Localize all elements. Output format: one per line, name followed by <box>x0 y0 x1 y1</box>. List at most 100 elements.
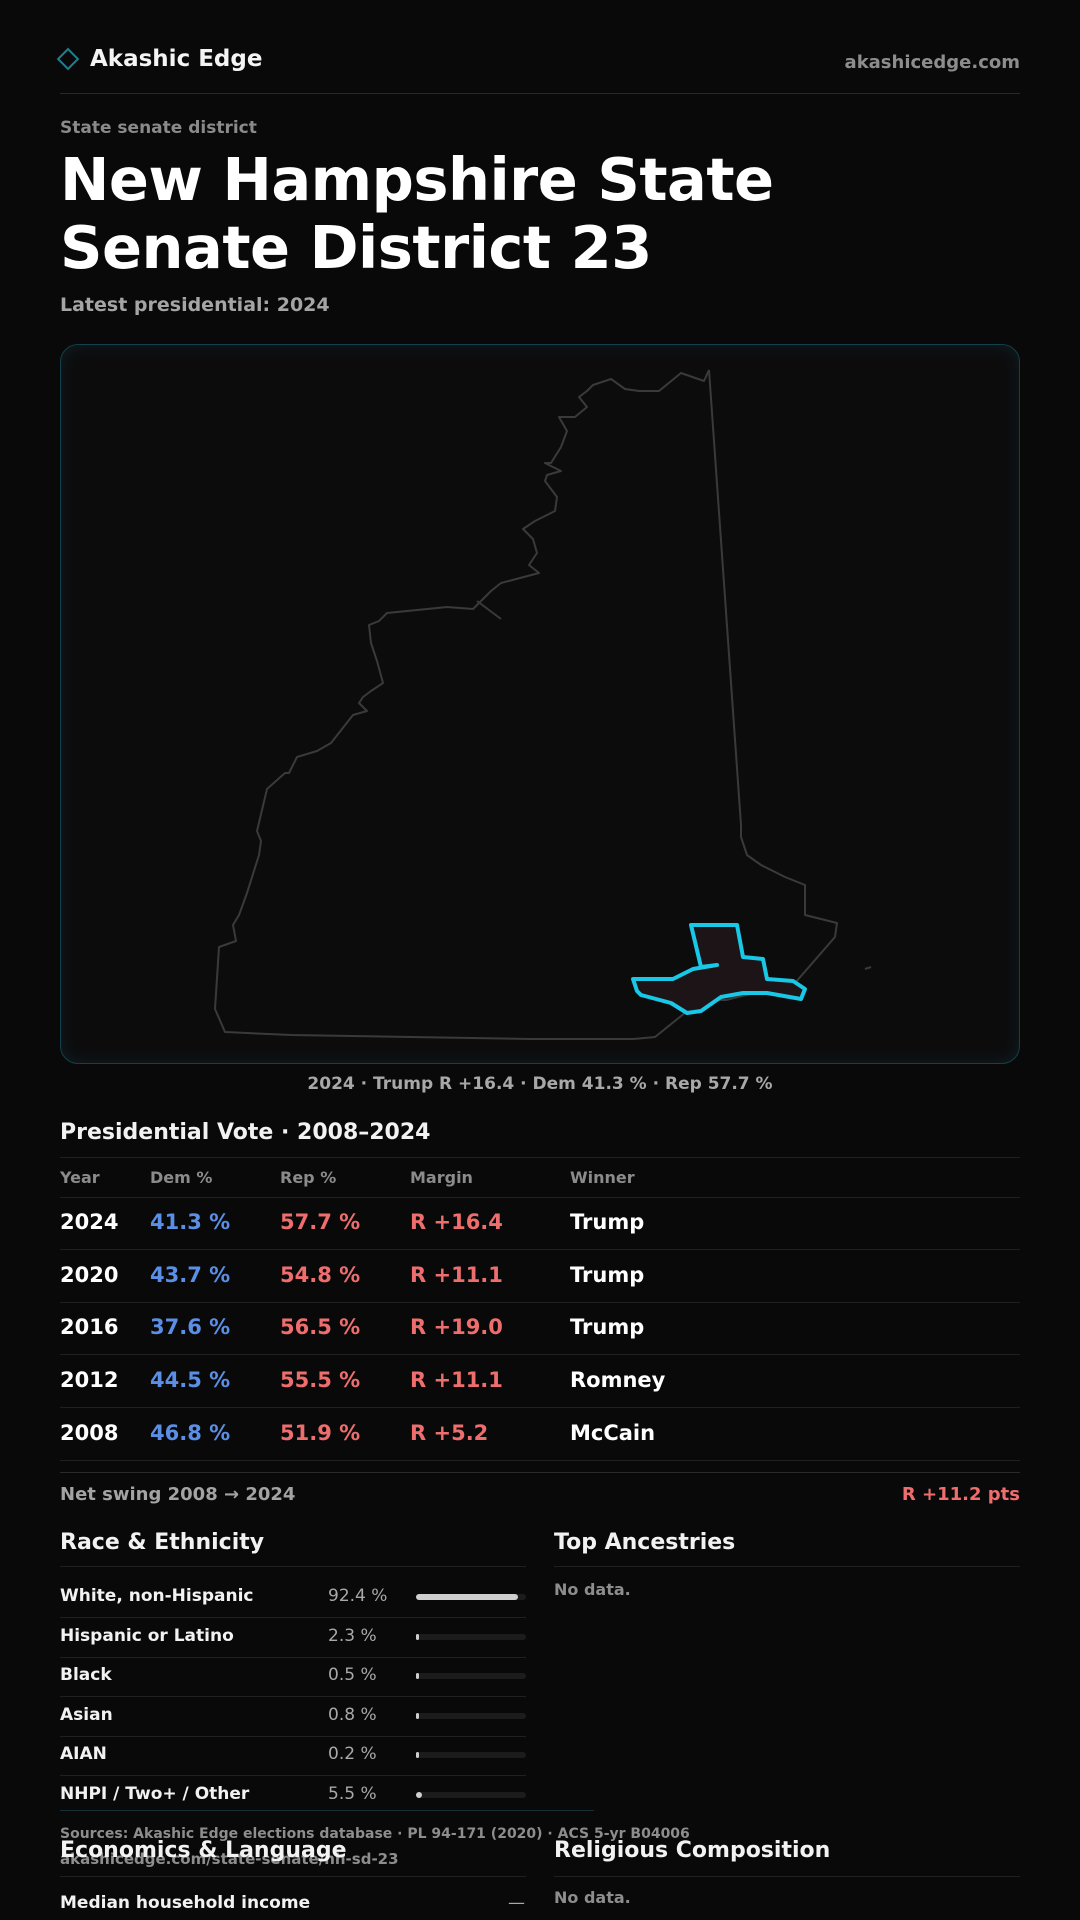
swing-label: Net swing 2008 → 2024 <box>60 1484 296 1505</box>
state-map-svg <box>214 369 872 1040</box>
ancestries-empty: No data. <box>554 1580 631 1599</box>
swing-value: R +11.2 pts <box>901 1484 1020 1505</box>
race-row-value: 5.5 % <box>328 1783 377 1804</box>
divider <box>60 1617 526 1618</box>
divider <box>60 1157 1020 1158</box>
brand-name: Akashic Edge <box>90 46 263 72</box>
row-margin: R +11.1 <box>410 1368 503 1392</box>
diamond-logo-icon <box>56 47 80 71</box>
race-bar-fill <box>416 1673 419 1679</box>
race-bar-track <box>416 1594 526 1600</box>
race-row-label: Asian <box>60 1704 113 1725</box>
brand[interactable]: Akashic Edge <box>56 46 263 72</box>
row-year: 2008 <box>60 1421 119 1445</box>
race-row-label: AIAN <box>60 1744 107 1764</box>
col-rep: Rep % <box>280 1168 337 1187</box>
row-winner: Trump <box>570 1210 645 1234</box>
row-year: 2020 <box>60 1263 119 1287</box>
row-year: 2016 <box>60 1315 119 1339</box>
race-row-label: NHPI / Two+ / Other <box>60 1783 250 1804</box>
divider <box>60 1249 1020 1250</box>
divider <box>60 1775 526 1776</box>
race-row-label: White, non-Hispanic <box>60 1586 254 1606</box>
page-subtitle: Latest presidential: 2024 <box>60 294 330 316</box>
row-winner: Trump <box>570 1263 645 1287</box>
race-bar-fill <box>416 1712 419 1719</box>
row-dem: 37.6 % <box>150 1315 231 1339</box>
col-winner: Winner <box>570 1168 635 1187</box>
divider <box>60 1354 1020 1355</box>
row-winner: Romney <box>570 1368 666 1392</box>
row-year: 2012 <box>60 1368 119 1392</box>
race-row-value: 92.4 % <box>328 1586 388 1606</box>
race-bar-fill <box>416 1633 419 1640</box>
race-bar-fill <box>416 1791 423 1798</box>
economics-title: Economics & Language <box>60 1838 347 1863</box>
map-caption: 2024 · Trump R +16.4 · Dem 41.3 % · Rep … <box>307 1074 773 1094</box>
row-margin: R +5.2 <box>410 1421 489 1445</box>
header-divider <box>60 93 1020 94</box>
race-bar-fill <box>416 1594 518 1600</box>
footer-divider <box>60 1810 594 1811</box>
race-bar-track <box>416 1633 526 1640</box>
race-row-value: 0.8 % <box>328 1704 377 1725</box>
divider <box>60 1302 1020 1303</box>
divider <box>60 1656 526 1658</box>
footer-sources: Sources: Akashic Edge elections database… <box>60 1826 690 1842</box>
row-margin: R +11.1 <box>410 1263 503 1287</box>
col-year: Year <box>60 1168 100 1187</box>
race-title: Race & Ethnicity <box>60 1530 265 1555</box>
divider <box>60 1197 1020 1198</box>
district-map[interactable] <box>60 344 1020 1064</box>
race-row-label: Black <box>60 1665 112 1685</box>
row-dem: 41.3 % <box>150 1210 231 1234</box>
footer-url[interactable]: akashicedge.com/state-senate/nh-sd-23 <box>60 1850 399 1868</box>
row-margin: R +16.4 <box>410 1210 503 1234</box>
race-row-label: Hispanic or Latino <box>60 1625 234 1646</box>
divider <box>554 1566 1020 1567</box>
district-23-shape[interactable] <box>631 923 807 1015</box>
row-year: 2024 <box>60 1210 119 1234</box>
race-bar-track <box>416 1712 526 1719</box>
row-winner: McCain <box>570 1421 656 1445</box>
divider <box>60 1472 1020 1473</box>
divider <box>60 1876 526 1877</box>
col-dem: Dem % <box>150 1168 213 1187</box>
ancestries-title: Top Ancestries <box>554 1530 736 1555</box>
row-winner: Trump <box>570 1315 645 1339</box>
coast-islet <box>864 966 872 970</box>
row-dem: 43.7 % <box>150 1263 231 1287</box>
row-rep: 55.5 % <box>280 1368 361 1392</box>
site-link[interactable]: akashicedge.com <box>844 52 1020 73</box>
row-rep: 51.9 % <box>280 1421 361 1445</box>
race-bar-track <box>416 1673 526 1679</box>
page-title: New Hampshire State Senate District 23 <box>60 145 774 282</box>
row-rep: 56.5 % <box>280 1315 361 1339</box>
religion-empty: No data. <box>554 1888 631 1907</box>
divider <box>60 1460 1020 1461</box>
col-margin: Margin <box>410 1168 473 1187</box>
median-income-value: — <box>508 1893 525 1913</box>
state-outline-notch <box>476 600 502 620</box>
page-kicker: State senate district <box>60 118 257 138</box>
row-rep: 57.7 % <box>280 1210 361 1234</box>
race-bar-track <box>416 1752 526 1758</box>
divider <box>60 1735 526 1737</box>
race-bar-track <box>416 1791 526 1798</box>
presidential-title: Presidential Vote · 2008–2024 <box>60 1120 431 1145</box>
state-outline <box>214 369 838 1040</box>
row-dem: 46.8 % <box>150 1421 231 1445</box>
divider <box>60 1566 526 1567</box>
median-income-label: Median household income <box>60 1893 311 1913</box>
row-dem: 44.5 % <box>150 1368 231 1392</box>
divider <box>60 1696 526 1697</box>
religion-title: Religious Composition <box>554 1838 831 1863</box>
divider <box>554 1876 1020 1877</box>
race-row-value: 0.5 % <box>328 1665 377 1685</box>
race-row-value: 0.2 % <box>328 1744 377 1764</box>
row-rep: 54.8 % <box>280 1263 361 1287</box>
race-row-value: 2.3 % <box>328 1625 377 1646</box>
race-bar-fill <box>416 1752 419 1758</box>
divider <box>60 1407 1020 1408</box>
row-margin: R +19.0 <box>410 1315 503 1339</box>
